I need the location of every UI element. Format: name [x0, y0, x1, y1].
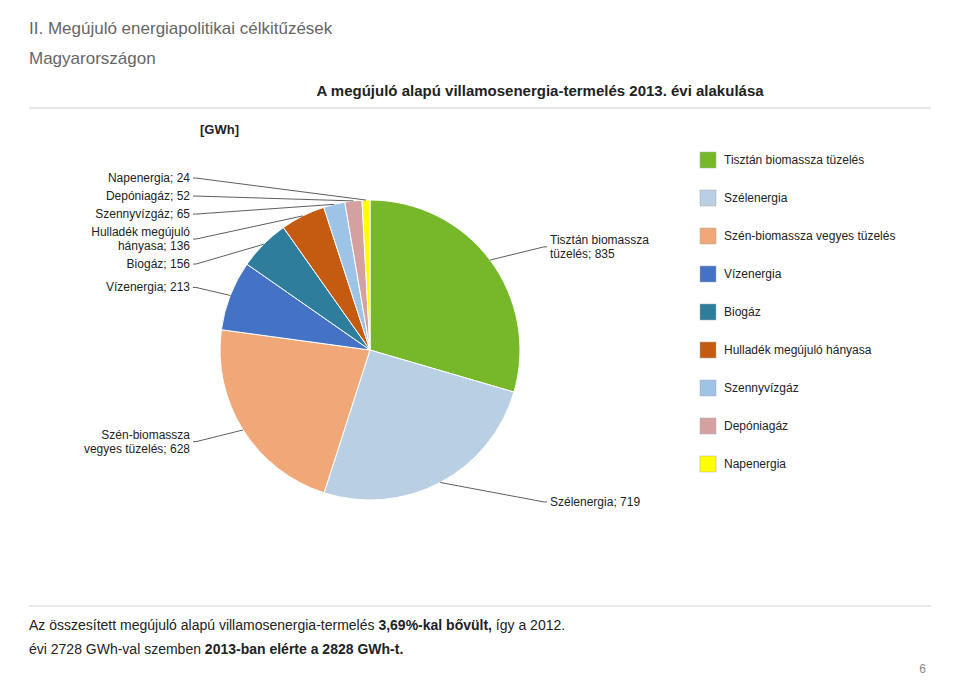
leader-line [490, 247, 547, 260]
chart: II. Megújuló energiapolitikai célkitűzés… [0, 0, 960, 687]
slice [362, 200, 370, 350]
legend-swatch [700, 190, 716, 206]
slice [220, 330, 370, 493]
footer-separator [29, 606, 931, 607]
data-label: Tisztán biomasszatüzelés; 835 [550, 233, 649, 261]
slice [345, 200, 370, 350]
data-label: Szélenergia; 719 [550, 495, 640, 509]
leader-line [193, 178, 366, 200]
legend-entry: Depóniagáz [724, 419, 788, 433]
page-number: 6 [919, 662, 926, 676]
legend-entry: Biogáz [724, 305, 761, 319]
data-label: Szén-biomasszavegyes tüzelés; 628 [84, 428, 190, 456]
leader-line [193, 430, 243, 442]
footer-part: 3,69%-kal bővült, [378, 617, 492, 633]
footer-part: így a 2012. [492, 617, 565, 633]
data-label: Vízenergia; 213 [106, 280, 190, 294]
legend-swatch [700, 228, 716, 244]
header: II. Megújuló energiapolitikai célkitűzés… [29, 19, 333, 38]
legend-entry: Szennyvízgáz [724, 381, 799, 395]
legend-entry: Vízenergia [724, 267, 782, 281]
legend-swatch [700, 266, 716, 282]
footer: évi 2728 GWh-val szemben 2013-ban elérte… [29, 641, 403, 657]
legend-entry: Tisztán biomassza tüzelés [724, 153, 864, 167]
legend-entry: Napenergia [724, 457, 786, 471]
legend-entry: Szén-biomassza vegyes tüzelés [724, 229, 895, 243]
footer-part: 2013-ban elérte a 2828 GWh-t. [205, 641, 403, 657]
legend-entry: Hulladék megújuló hányasa [724, 343, 872, 357]
legend-swatch [700, 418, 716, 434]
header: Magyarországon [29, 49, 156, 68]
legend: Tisztán biomassza tüzelés Szélenergia Szén… [700, 152, 895, 472]
data-label: Biogáz; 156 [127, 257, 191, 271]
leader-line [193, 244, 264, 264]
data-labels: Tisztán biomasszatüzelés; 835 Szélenergia… [84, 171, 649, 509]
data-label: Napenergia; 24 [108, 171, 190, 185]
title: A megújuló alapú villamosenergia-termelé… [316, 82, 764, 99]
subtitle: [GWh] [200, 122, 239, 137]
legend-entry: Szélenergia [724, 191, 788, 205]
data-label: Szennyvízgáz; 65 [95, 207, 190, 221]
data-label: Hulladék megújulóhányasa; 136 [91, 225, 190, 253]
data-label: Depóniagáz; 52 [106, 189, 190, 203]
footer: Az összesített megújuló alapú villamosen… [29, 617, 565, 633]
footer-part: évi 2728 GWh-val szemben [29, 641, 205, 657]
legend-swatch [700, 380, 716, 396]
leader-line [193, 216, 303, 239]
legend-swatch [700, 152, 716, 168]
legend-swatch [700, 342, 716, 358]
leader-line [193, 196, 353, 201]
leader-line [193, 204, 334, 214]
pie [220, 200, 520, 500]
leader-line [193, 287, 230, 295]
legend-swatch [700, 304, 716, 320]
footer-part: Az összesített megújuló alapú villamosen… [29, 617, 378, 633]
header-separator [29, 108, 931, 109]
leader-line [440, 483, 547, 502]
legend-swatch [700, 456, 716, 472]
